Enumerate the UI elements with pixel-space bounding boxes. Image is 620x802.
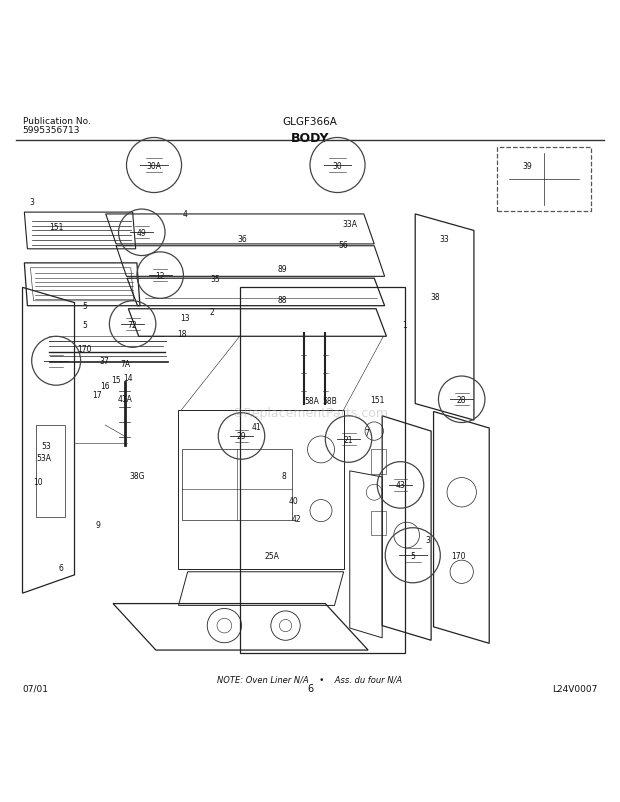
Text: 12: 12 xyxy=(156,271,165,280)
Text: 53: 53 xyxy=(41,441,51,450)
Text: 3: 3 xyxy=(425,536,430,545)
Text: 38: 38 xyxy=(430,293,440,302)
Text: 38G: 38G xyxy=(130,472,145,480)
Text: BODY: BODY xyxy=(291,132,329,145)
Text: 8: 8 xyxy=(282,472,286,480)
Text: 7: 7 xyxy=(365,429,370,438)
Text: 7A: 7A xyxy=(120,360,130,369)
Text: ©ReplacementParts.com: ©ReplacementParts.com xyxy=(231,407,389,419)
Text: 5: 5 xyxy=(82,320,87,329)
Text: 30: 30 xyxy=(333,161,342,170)
Text: 41: 41 xyxy=(252,423,262,431)
Text: 1: 1 xyxy=(402,320,407,329)
Text: L24V0007: L24V0007 xyxy=(552,684,598,693)
Text: 16: 16 xyxy=(100,381,110,391)
Text: 07/01: 07/01 xyxy=(22,684,48,693)
Text: 5: 5 xyxy=(82,302,87,311)
Text: 35: 35 xyxy=(210,274,220,283)
Text: 56: 56 xyxy=(339,241,348,249)
Text: NOTE: Oven Liner N/A    •    Ass. du four N/A: NOTE: Oven Liner N/A • Ass. du four N/A xyxy=(218,674,402,683)
Text: 72: 72 xyxy=(128,320,138,329)
Text: 18: 18 xyxy=(177,330,186,338)
Text: 170: 170 xyxy=(78,345,92,354)
Text: 15: 15 xyxy=(111,375,121,384)
Text: 49: 49 xyxy=(137,229,147,237)
Text: 5995356713: 5995356713 xyxy=(22,126,80,135)
Text: GLGF366A: GLGF366A xyxy=(283,117,337,127)
Text: 13: 13 xyxy=(180,314,190,323)
Text: 29: 29 xyxy=(237,432,246,441)
Text: 58B: 58B xyxy=(323,396,337,406)
Text: 4: 4 xyxy=(182,210,187,219)
Text: 5: 5 xyxy=(410,551,415,560)
Text: 36: 36 xyxy=(238,235,247,244)
Text: 89: 89 xyxy=(278,265,287,274)
Text: Publication No.: Publication No. xyxy=(22,117,91,126)
Text: 25A: 25A xyxy=(265,551,280,560)
Text: 2: 2 xyxy=(210,308,215,317)
Text: 14: 14 xyxy=(123,373,133,383)
Text: 10: 10 xyxy=(33,478,43,487)
Text: 53A: 53A xyxy=(37,453,51,462)
Text: 3: 3 xyxy=(29,198,34,207)
Text: 41A: 41A xyxy=(118,395,133,403)
Bar xyxy=(497,148,591,212)
Text: 28: 28 xyxy=(457,395,466,404)
Text: 42: 42 xyxy=(292,514,301,524)
Text: 58A: 58A xyxy=(304,396,319,406)
Text: 170: 170 xyxy=(451,551,466,560)
Text: 6: 6 xyxy=(307,683,313,693)
Text: 151: 151 xyxy=(49,222,63,232)
Text: 37: 37 xyxy=(99,357,108,366)
Text: 33A: 33A xyxy=(342,219,357,229)
Text: 33: 33 xyxy=(440,235,450,244)
Text: 6: 6 xyxy=(59,563,63,573)
Text: 21: 21 xyxy=(343,435,353,444)
Text: 30A: 30A xyxy=(146,161,162,170)
Text: 9: 9 xyxy=(95,520,100,529)
Text: 88: 88 xyxy=(278,296,287,305)
Text: 17: 17 xyxy=(92,391,102,399)
Text: 43: 43 xyxy=(396,481,405,490)
Text: 39: 39 xyxy=(522,161,532,170)
Text: 40: 40 xyxy=(289,496,298,505)
Text: 151: 151 xyxy=(370,395,384,404)
